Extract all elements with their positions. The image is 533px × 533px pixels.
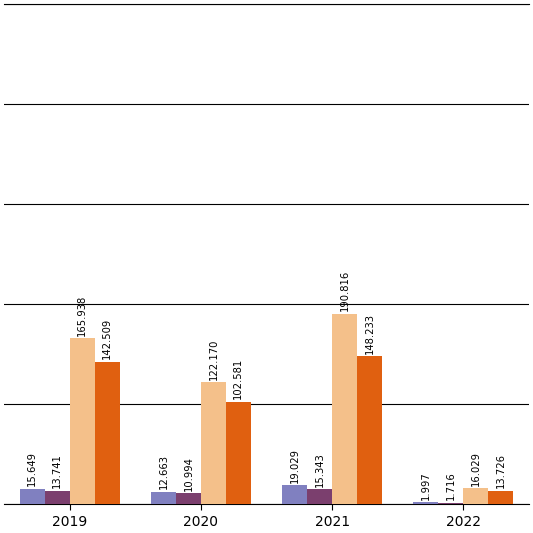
- Text: 16.029: 16.029: [471, 451, 481, 486]
- Text: 10.994: 10.994: [183, 456, 193, 491]
- Bar: [151, 492, 176, 504]
- Bar: [95, 362, 119, 504]
- Bar: [488, 491, 513, 504]
- Text: 13.741: 13.741: [52, 453, 62, 488]
- Bar: [438, 503, 463, 504]
- Text: 13.726: 13.726: [496, 453, 506, 488]
- Text: 12.663: 12.663: [158, 454, 168, 489]
- Text: 1.716: 1.716: [446, 472, 456, 500]
- Bar: [357, 356, 382, 504]
- Bar: [282, 486, 307, 504]
- Bar: [332, 313, 357, 504]
- Text: 165.938: 165.938: [77, 295, 87, 336]
- Bar: [176, 494, 201, 504]
- Text: 142.509: 142.509: [102, 318, 112, 359]
- Text: 148.233: 148.233: [365, 313, 375, 353]
- Text: 102.581: 102.581: [233, 358, 243, 399]
- Bar: [414, 503, 438, 504]
- Bar: [201, 382, 226, 504]
- Bar: [226, 402, 251, 504]
- Text: 19.029: 19.029: [290, 448, 300, 483]
- Text: 1.997: 1.997: [421, 471, 431, 500]
- Bar: [20, 489, 45, 504]
- Bar: [70, 338, 95, 504]
- Bar: [45, 491, 70, 504]
- Text: 15.649: 15.649: [27, 451, 37, 486]
- Bar: [463, 488, 488, 504]
- Text: 190.816: 190.816: [340, 270, 350, 311]
- Text: 15.343: 15.343: [314, 452, 325, 487]
- Bar: [307, 489, 332, 504]
- Text: 122.170: 122.170: [208, 338, 219, 379]
